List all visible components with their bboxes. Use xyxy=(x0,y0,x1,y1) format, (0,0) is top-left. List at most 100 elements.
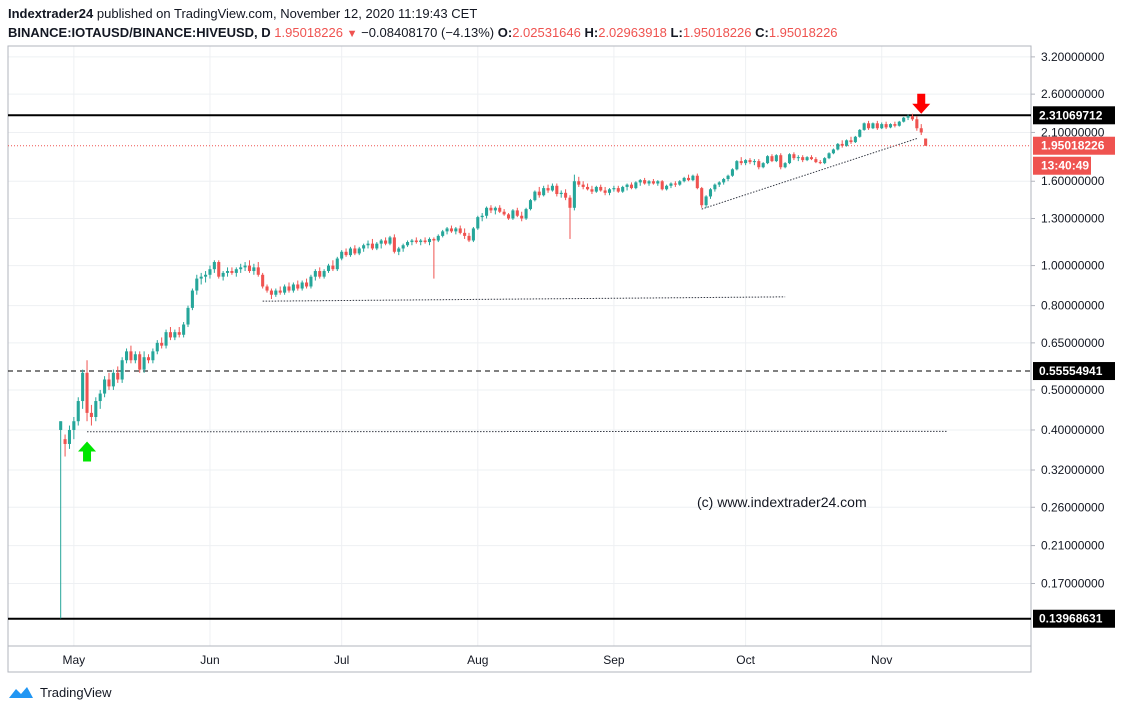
candle-body xyxy=(212,262,216,270)
candle-body xyxy=(625,184,629,187)
candle-body xyxy=(792,154,796,159)
candle-body xyxy=(880,124,884,129)
candle-body xyxy=(353,248,357,254)
x-tick-label: Oct xyxy=(736,653,755,667)
y-tick-label: 0.26000000 xyxy=(1041,500,1105,514)
candle-body xyxy=(796,157,800,159)
candle-body xyxy=(283,286,287,293)
candle-body xyxy=(520,215,524,219)
watermark-text: (c) www.indextrader24.com xyxy=(697,494,867,510)
close-value: 1.95018226 xyxy=(768,25,838,40)
candle-body xyxy=(63,439,67,444)
candle-body xyxy=(480,215,484,218)
candle-body xyxy=(326,265,331,272)
candle-body xyxy=(410,240,414,243)
candle-body xyxy=(463,232,467,236)
candle-body xyxy=(81,372,85,402)
candle-body xyxy=(384,240,388,244)
x-tick-label: Aug xyxy=(467,653,488,667)
candle-body xyxy=(836,143,840,150)
candle-body xyxy=(555,185,559,195)
candle-body xyxy=(607,189,612,193)
candle-body xyxy=(190,290,194,308)
y-tick-label: 0.17000000 xyxy=(1041,577,1105,591)
candle-body xyxy=(366,243,370,246)
candle-body xyxy=(845,140,849,146)
candle-body xyxy=(432,238,436,241)
high-value: 2.02963918 xyxy=(598,25,667,40)
candle-body xyxy=(357,248,361,254)
candle-body xyxy=(467,235,471,241)
candle-body xyxy=(840,143,844,146)
candle-body xyxy=(300,282,304,289)
candle-body xyxy=(406,242,410,246)
candle-body xyxy=(168,332,172,338)
candle-body xyxy=(665,185,669,190)
candle-body xyxy=(116,372,120,380)
candle-body xyxy=(770,156,774,162)
x-tick-label: Sep xyxy=(603,653,625,667)
candle-body xyxy=(647,181,651,184)
candle-body xyxy=(322,271,326,277)
candle-body xyxy=(801,157,805,161)
candle-body xyxy=(581,184,585,187)
candle-body xyxy=(291,284,295,291)
candle-body xyxy=(305,282,309,287)
candle-body xyxy=(542,188,546,196)
candle-body xyxy=(471,228,475,241)
candle-body xyxy=(568,197,572,208)
candle-body xyxy=(814,159,818,163)
candle-body xyxy=(195,278,199,291)
candle-body xyxy=(454,228,458,232)
candle-body xyxy=(269,290,273,295)
candle-body xyxy=(129,351,133,361)
candle-body xyxy=(915,119,919,129)
candle-body xyxy=(125,351,129,361)
candle-body xyxy=(370,243,374,249)
candle-body xyxy=(884,124,888,128)
candle-body xyxy=(713,184,717,190)
candle-body xyxy=(489,207,493,211)
candle-body xyxy=(893,124,897,126)
candle-body xyxy=(871,123,875,129)
candle-body xyxy=(208,269,212,275)
candle-body xyxy=(858,129,862,137)
candle-body xyxy=(511,210,515,219)
candle-body xyxy=(634,182,638,189)
candle-body xyxy=(902,117,906,122)
candle-body xyxy=(805,157,809,161)
candle-body xyxy=(445,228,449,232)
candle-body xyxy=(103,379,107,394)
candle-body xyxy=(388,237,392,244)
horizontal-line-label: 0.55554941 xyxy=(1039,364,1103,378)
candle-body xyxy=(686,177,691,181)
candle-body xyxy=(318,271,322,277)
candle-body xyxy=(458,228,462,233)
last-price-label-bg xyxy=(1033,136,1115,155)
low-label: L: xyxy=(670,25,683,40)
candle-body xyxy=(261,274,265,287)
candle-body xyxy=(67,429,72,444)
candle-body xyxy=(831,149,835,154)
candle-body xyxy=(164,332,168,346)
candle-body xyxy=(599,186,603,191)
countdown-label-bg xyxy=(1033,156,1091,175)
candle-body xyxy=(612,188,616,190)
candle-body xyxy=(133,354,137,361)
y-tick-label: 3.20000000 xyxy=(1041,50,1105,64)
candle-body xyxy=(493,207,497,211)
candle-body xyxy=(528,200,533,210)
candle-body xyxy=(397,248,401,252)
candle-body xyxy=(265,286,269,291)
candle-body xyxy=(173,332,177,338)
x-tick-label: May xyxy=(63,653,86,667)
candle-body xyxy=(234,269,238,273)
candle-body xyxy=(225,271,230,273)
candle-body xyxy=(577,181,581,185)
candle-body xyxy=(287,286,291,291)
candle-body xyxy=(766,156,770,164)
candle-body xyxy=(906,116,910,118)
y-tick-label: 1.00000000 xyxy=(1041,259,1105,273)
footer-brand-label: TradingView xyxy=(40,684,112,700)
